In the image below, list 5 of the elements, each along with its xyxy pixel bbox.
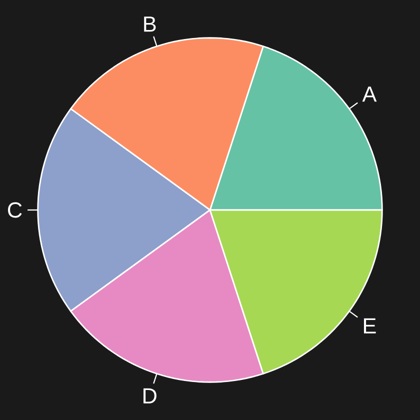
slice-label: B xyxy=(144,16,156,32)
slice-label: D xyxy=(144,388,156,404)
slice-label: E xyxy=(364,318,376,334)
slice-label: C xyxy=(8,202,22,218)
slice-label: A xyxy=(362,86,377,102)
